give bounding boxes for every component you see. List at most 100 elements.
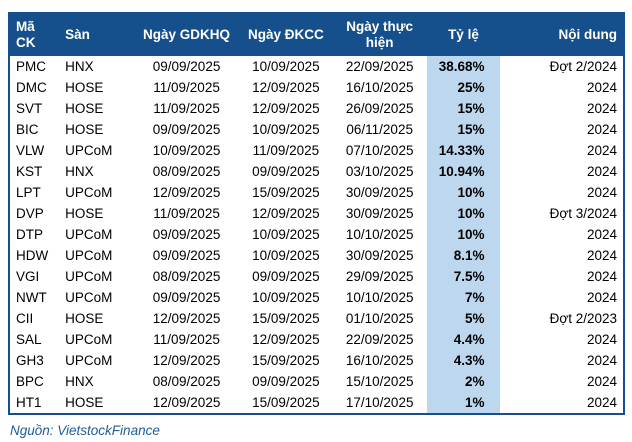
cell-t-l: 14.33%: [427, 140, 500, 161]
cell-ng-y-gdkhq: 12/09/2025: [152, 185, 221, 200]
cell-s-n: HOSE: [65, 395, 104, 410]
cell-t-l: 4.3%: [427, 350, 500, 371]
cell-ng-y-gdkhq: 08/09/2025: [152, 269, 221, 284]
cell-ng-y-th-c-hi-n: 17/10/2025: [345, 395, 414, 410]
cell-ng-y-kcc: 15/09/2025: [252, 185, 320, 200]
cell-ng-y-kcc: 12/09/2025: [252, 332, 320, 347]
cell-n-i-dung: 2024: [586, 143, 617, 158]
cell-ng-y-kcc: 12/09/2025: [252, 101, 320, 116]
column-header-6: Nội dung: [499, 13, 624, 56]
cell-ng-y-gdkhq: 12/09/2025: [152, 353, 221, 368]
cell-s-n: UPCoM: [65, 248, 113, 263]
cell-ng-y-th-c-hi-n: 07/10/2025: [345, 143, 414, 158]
cell-ng-y-kcc: 10/09/2025: [252, 227, 320, 242]
cell-ng-y-kcc: 10/09/2025: [252, 248, 320, 263]
cell-ng-y-th-c-hi-n: 30/09/2025: [345, 248, 414, 263]
cell-ng-y-kcc: 12/09/2025: [252, 80, 320, 95]
cell-ng-y-gdkhq: 12/09/2025: [152, 311, 221, 326]
cell-n-i-dung: 2024: [586, 248, 617, 263]
cell-s-n: HNX: [65, 374, 94, 389]
cell-ng-y-gdkhq: 08/09/2025: [152, 164, 221, 179]
cell-s-n: UPCoM: [65, 185, 113, 200]
cell-ng-y-th-c-hi-n: 22/09/2025: [345, 332, 414, 347]
cell-s-n: HNX: [65, 164, 94, 179]
column-header-2: Ngày GDKHQ: [133, 13, 240, 56]
cell-ng-y-gdkhq: 09/09/2025: [152, 227, 221, 242]
column-header-3: Ngày ĐKCC: [239, 13, 333, 56]
table-row: BIC HOSE 09/09/2025 10/09/2025 06/11/2025 15%…: [9, 119, 624, 140]
cell-n-i-dung: Đợt 2/2023: [549, 311, 617, 326]
cell-ng-y-kcc: 15/09/2025: [252, 395, 320, 410]
cell-t-l: 7%: [427, 287, 500, 308]
cell-m-ck: GH3: [16, 353, 44, 368]
cell-n-i-dung: 2024: [586, 374, 617, 389]
cell-s-n: HOSE: [65, 206, 104, 221]
cell-t-l: 5%: [427, 308, 500, 329]
cell-s-n: UPCoM: [65, 353, 113, 368]
cell-t-l: 4.4%: [427, 329, 500, 350]
cell-ng-y-kcc: 09/09/2025: [252, 269, 320, 284]
cell-n-i-dung: 2024: [586, 269, 617, 284]
cell-ng-y-gdkhq: 09/09/2025: [152, 248, 221, 263]
cell-t-l: 8.1%: [427, 245, 500, 266]
cell-m-ck: BIC: [16, 122, 39, 137]
cell-t-l: 7.5%: [427, 266, 500, 287]
cell-m-ck: BPC: [16, 374, 44, 389]
cell-ng-y-gdkhq: 10/09/2025: [152, 143, 221, 158]
cell-m-ck: PMC: [16, 59, 46, 74]
table-body: PMC HNX 09/09/2025 10/09/2025 22/09/2025 38.6…: [9, 56, 624, 414]
cell-t-l: 10%: [427, 182, 500, 203]
cell-n-i-dung: 2024: [586, 290, 617, 305]
cell-ng-y-kcc: 11/09/2025: [252, 143, 320, 158]
cell-s-n: UPCoM: [65, 290, 113, 305]
cell-m-ck: HT1: [16, 395, 42, 410]
cell-s-n: UPCoM: [65, 332, 113, 347]
cell-ng-y-th-c-hi-n: 16/10/2025: [345, 80, 414, 95]
cell-m-ck: SVT: [16, 101, 43, 116]
cell-ng-y-kcc: 12/09/2025: [252, 206, 320, 221]
cell-ng-y-kcc: 15/09/2025: [252, 353, 320, 368]
table-row: CII HOSE 12/09/2025 15/09/2025 01/10/2025 5% Đ…: [9, 308, 624, 329]
cell-m-ck: VLW: [16, 143, 45, 158]
cell-ng-y-th-c-hi-n: 06/11/2025: [346, 122, 413, 137]
cell-n-i-dung: 2024: [586, 395, 617, 410]
cell-m-ck: VGI: [16, 269, 40, 284]
cell-ng-y-th-c-hi-n: 29/09/2025: [345, 269, 414, 284]
cell-t-l: 10.94%: [427, 161, 500, 182]
cell-t-l: 15%: [427, 119, 500, 140]
cell-m-ck: CII: [16, 311, 34, 326]
table-row: DTP UPCoM 09/09/2025 10/09/2025 10/10/2025 10…: [9, 224, 624, 245]
cell-ng-y-gdkhq: 08/09/2025: [152, 374, 221, 389]
column-header-4: Ngày thực hiện: [332, 13, 428, 56]
cell-m-ck: DVP: [16, 206, 44, 221]
cell-s-n: HNX: [65, 59, 94, 74]
cell-t-l: 38.68%: [427, 56, 500, 77]
cell-ng-y-th-c-hi-n: 16/10/2025: [345, 353, 414, 368]
cell-m-ck: SAL: [16, 332, 42, 347]
cell-n-i-dung: 2024: [586, 80, 617, 95]
cell-n-i-dung: 2024: [586, 101, 617, 116]
cell-ng-y-gdkhq: 09/09/2025: [152, 290, 221, 305]
cell-s-n: UPCoM: [65, 227, 113, 242]
cell-t-l: 2%: [427, 371, 500, 392]
cell-m-ck: DTP: [16, 227, 43, 242]
table-row: SAL UPCoM 11/09/2025 12/09/2025 22/09/2025 4.…: [9, 329, 624, 350]
cell-ng-y-gdkhq: 11/09/2025: [153, 80, 220, 95]
cell-ng-y-th-c-hi-n: 10/10/2025: [345, 227, 414, 242]
cell-s-n: HOSE: [65, 122, 104, 137]
cell-m-ck: HDW: [16, 248, 49, 263]
cell-ng-y-kcc: 10/09/2025: [252, 122, 320, 137]
table-row: SVT HOSE 11/09/2025 12/09/2025 26/09/2025 15%…: [9, 98, 624, 119]
table-row: VLW UPCoM 10/09/2025 11/09/2025 07/10/2025 14…: [9, 140, 624, 161]
cell-m-ck: LPT: [16, 185, 41, 200]
cell-ng-y-th-c-hi-n: 01/10/2025: [345, 311, 414, 326]
cell-t-l: 10%: [427, 224, 500, 245]
cell-ng-y-gdkhq: 09/09/2025: [152, 122, 221, 137]
table-row: HT1 HOSE 12/09/2025 15/09/2025 17/10/2025 1% 2…: [9, 392, 624, 414]
cell-ng-y-kcc: 10/09/2025: [252, 59, 320, 74]
cell-n-i-dung: 2024: [586, 353, 617, 368]
table-row: NWT UPCoM 09/09/2025 10/09/2025 10/10/2025 7%…: [9, 287, 624, 308]
column-header-1: Sàn: [61, 13, 134, 56]
cell-ng-y-th-c-hi-n: 26/09/2025: [345, 101, 414, 116]
table-row: BPC HNX 08/09/2025 09/09/2025 15/10/2025 2% 20…: [9, 371, 624, 392]
